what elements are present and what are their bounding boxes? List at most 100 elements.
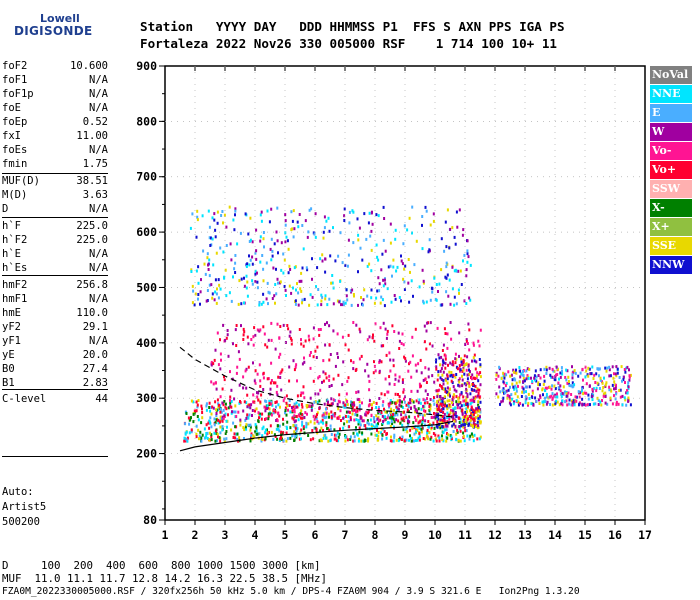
data-point [541,388,544,392]
data-point [444,402,446,406]
data-point [440,268,443,272]
data-point [472,413,475,417]
data-point [377,408,380,411]
data-point [554,401,557,405]
data-point [627,387,630,390]
data-point [546,400,549,404]
data-point [288,399,291,403]
data-point [249,406,252,410]
data-point [271,403,274,407]
data-point [593,373,596,377]
data-point [479,383,482,387]
data-point [218,283,221,287]
data-point [463,354,466,358]
data-point [444,387,447,391]
data-point [190,270,193,273]
data-point [311,277,313,281]
data-point [451,287,454,291]
data-point [251,255,254,259]
data-point [419,401,422,405]
data-point [609,398,612,402]
data-point [445,404,448,408]
data-point [316,345,319,349]
data-point [393,435,396,439]
data-point [380,431,383,435]
data-point [557,386,560,390]
data-point [215,408,218,412]
data-point [270,402,273,406]
data-point [360,354,363,358]
data-point [224,338,227,342]
data-point [214,400,217,404]
data-point [570,403,573,407]
data-point [313,232,316,236]
data-point [460,357,463,361]
data-point [197,265,200,269]
data-point [358,408,361,412]
data-point [466,239,469,243]
data-point [300,428,303,432]
data-point [254,369,257,373]
data-point [328,297,331,301]
data-point [346,403,349,407]
data-point [267,302,269,306]
data-point [306,235,309,239]
data-point [402,388,405,392]
data-point [423,401,426,405]
data-point [417,362,420,366]
data-point [349,438,352,441]
data-point [628,378,631,382]
legend-item: X- [650,199,692,217]
data-point [429,223,432,227]
data-point [473,397,476,401]
data-point [366,421,369,425]
data-point [604,401,607,405]
data-point [221,401,224,405]
data-point [352,241,355,245]
data-point [370,413,373,417]
data-point [300,279,303,283]
data-point [248,413,251,417]
data-point [191,284,194,288]
data-point [364,424,367,428]
data-point [298,328,301,331]
data-point [210,363,213,367]
data-point [300,416,302,420]
data-point [442,361,445,364]
data-point [424,205,427,209]
data-point [348,221,351,225]
data-point [479,421,482,425]
y-tick-label: 600 [136,225,157,239]
data-point [301,362,304,366]
data-point [447,363,449,367]
data-point [292,209,295,213]
data-point [264,409,267,413]
data-point [282,252,285,256]
data-point [183,439,186,443]
data-point [462,228,465,232]
data-point [200,436,203,440]
data-point [422,397,425,401]
data-point [415,369,418,373]
data-point [510,373,513,377]
param-value: N/A [89,293,108,305]
data-point [425,300,428,304]
data-point [334,399,337,402]
data-point [588,384,591,388]
data-point [455,437,458,441]
data-point [446,432,448,436]
data-point [325,407,327,411]
data-point [289,410,292,414]
data-point [347,376,350,380]
data-point [522,380,525,384]
data-point [470,416,473,419]
param-name: fxI [2,130,21,142]
data-point [412,421,415,425]
data-point [436,420,439,423]
data-point [297,418,300,422]
data-point [445,290,448,294]
data-point [420,407,423,411]
data-point [543,379,546,383]
data-point [398,296,401,299]
data-point [212,362,215,366]
